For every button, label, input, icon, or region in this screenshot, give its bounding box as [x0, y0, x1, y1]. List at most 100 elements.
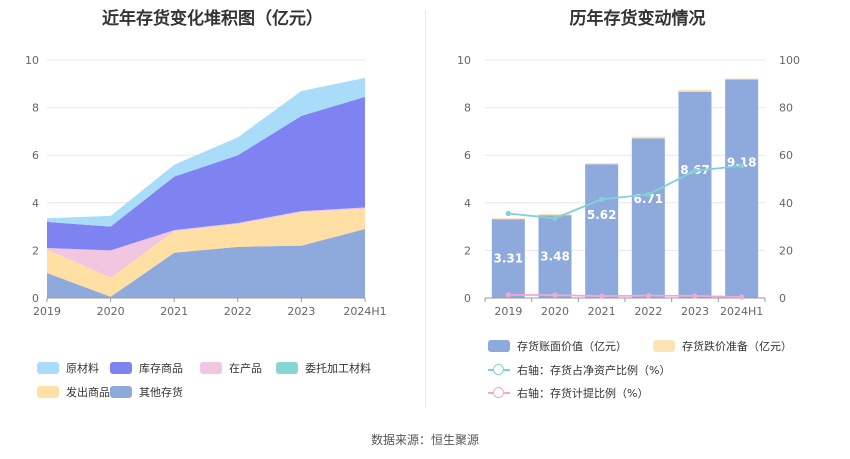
- x-tick-label: 2021: [160, 305, 188, 318]
- y2-tick-label: 40: [779, 197, 793, 210]
- left-chart-title: 近年存货变化堆积图（亿元）: [102, 9, 323, 29]
- x-tick-label: 2024H1: [343, 305, 386, 318]
- bar-value-label: 3.31: [494, 252, 524, 266]
- x-tick-label: 2023: [681, 305, 709, 318]
- bar-impairment: [678, 89, 712, 92]
- bar-impairment: [538, 213, 572, 216]
- panel-divider: [425, 10, 426, 408]
- legend-item[interactable]: 其他存货: [110, 384, 183, 400]
- stacked-area-chart: 0 2 4 6 8 10 2019 2020 2021 2022 2023 2024H1: [25, 54, 387, 318]
- line-point: [692, 168, 698, 174]
- x-tick-label: 2019: [494, 305, 522, 318]
- x-tick-label: 2021: [588, 305, 616, 318]
- legend-swatch: [110, 386, 132, 398]
- x-tick-label: 2020: [97, 305, 125, 318]
- area-series-2: [47, 207, 365, 278]
- legend-swatch: [37, 362, 59, 374]
- legend-swatch: [488, 340, 510, 352]
- bar-book-value: [725, 79, 759, 299]
- x-tick-label: 2023: [287, 305, 315, 318]
- y-tick-label: 6: [32, 149, 39, 162]
- line-point: [599, 196, 605, 202]
- y-tick-label: 4: [32, 197, 39, 210]
- legend-item[interactable]: 右轴：存货占净资产比例（%）: [488, 362, 670, 378]
- area-series-4: [47, 96, 365, 251]
- y-tick-label: 2: [464, 244, 471, 257]
- y2-tick-label: 100: [779, 54, 800, 67]
- y2-tick-label: 20: [779, 244, 793, 257]
- y-tick-label: 2: [32, 244, 39, 257]
- x-tick-label: 2019: [33, 305, 61, 318]
- legend-swatch: [200, 362, 222, 374]
- legend-label: 在产品: [229, 362, 262, 375]
- legend-item[interactable]: 右轴：存货计提比例（%）: [488, 385, 648, 401]
- x-tick-label: 2020: [541, 305, 569, 318]
- legend-label: 其他存货: [139, 386, 183, 399]
- line-point: [692, 293, 698, 299]
- area-series-1: [47, 208, 365, 297]
- line-point: [739, 163, 745, 169]
- line-point: [645, 293, 651, 299]
- y-tick-label: 0: [464, 292, 471, 305]
- legend-swatch: [488, 364, 510, 376]
- bar-book-value: [678, 91, 712, 299]
- legend-label: 存货账面价值（亿元）: [517, 340, 627, 353]
- line-point: [552, 292, 558, 298]
- area-series-0: [47, 228, 365, 298]
- legend-label: 库存商品: [139, 362, 183, 375]
- y-tick-label: 6: [464, 149, 471, 162]
- y-tick-label: 4: [464, 197, 471, 210]
- bar-line-chart-panel: 历年存货变动情况 0 2 4 6 8 10 0 20 40 60 80 100 3.31 3.48 5.62…: [425, 0, 850, 410]
- line-series-1: [508, 294, 742, 298]
- bar-value-label: 3.48: [540, 250, 570, 264]
- bar-line-chart: 02468100204060801003.313.485.626.718.679…: [457, 54, 800, 318]
- bar-book-value: [491, 219, 525, 298]
- y-tick-label: 8: [32, 102, 39, 115]
- legend-item[interactable]: 存货跌价准备（亿元）: [653, 338, 792, 354]
- y-tick-label: 0: [32, 292, 39, 305]
- y2-tick-label: 80: [779, 102, 793, 115]
- right-chart-title: 历年存货变动情况: [569, 9, 706, 29]
- legend-label: 原材料: [66, 362, 99, 375]
- bar-impairment: [585, 163, 619, 165]
- legend-label: 存货跌价准备（亿元）: [682, 340, 792, 353]
- legend-label: 委托加工材料: [305, 362, 371, 375]
- bar-book-value: [538, 215, 572, 298]
- legend-swatch: [653, 340, 675, 352]
- legend-item[interactable]: 原材料: [37, 360, 99, 376]
- data-source-note: 数据来源：恒生聚源: [370, 433, 479, 447]
- bar-impairment: [725, 78, 759, 80]
- line-series-0: [508, 165, 742, 220]
- x-tick-label: 2024H1: [720, 305, 763, 318]
- bar-book-value: [585, 164, 619, 298]
- line-point: [739, 294, 745, 300]
- y2-tick-label: 0: [779, 292, 786, 305]
- legend-item[interactable]: 发出商品: [37, 384, 110, 400]
- legend-label: 发出商品: [66, 386, 110, 399]
- line-point: [552, 215, 558, 221]
- y-tick-label: 8: [464, 102, 471, 115]
- legend-swatch: [488, 387, 510, 399]
- legend-swatch: [37, 386, 59, 398]
- x-tick-label: 2022: [224, 305, 252, 318]
- stacked-area-chart-panel: 近年存货变化堆积图（亿元） 0 2 4 6 8 10 2019 2020 2021 2022 202…: [0, 0, 425, 410]
- legend-item[interactable]: 委托加工材料: [276, 360, 371, 376]
- bar-book-value: [631, 138, 665, 298]
- legend-label: 右轴：存货计提比例（%）: [517, 387, 649, 400]
- legend-swatch: [110, 362, 132, 374]
- line-point: [505, 210, 511, 217]
- legend-item[interactable]: 存货账面价值（亿元）: [488, 338, 627, 354]
- line-point: [645, 191, 651, 198]
- y-tick-label: 10: [25, 54, 39, 67]
- y2-tick-label: 60: [779, 149, 793, 162]
- area-series-5: [47, 77, 365, 227]
- legend-swatch: [276, 362, 298, 374]
- y-tick-label: 10: [457, 54, 471, 67]
- bar-value-label: 5.62: [587, 208, 617, 222]
- line-point: [599, 293, 605, 299]
- bar-impairment: [631, 136, 665, 139]
- legend-item[interactable]: 库存商品: [110, 360, 183, 376]
- bar-impairment: [491, 218, 525, 220]
- legend-item[interactable]: 在产品: [200, 360, 262, 376]
- line-point: [505, 292, 511, 298]
